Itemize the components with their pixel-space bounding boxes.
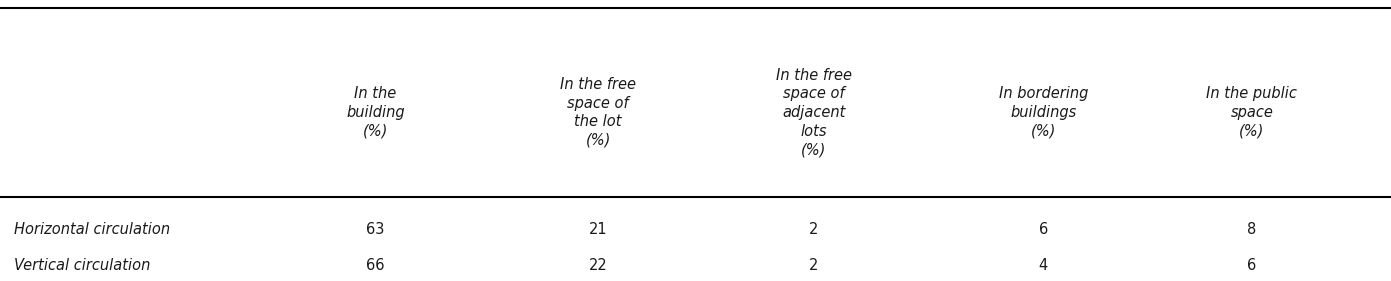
Text: 66: 66: [366, 258, 385, 273]
Text: In the free
space of
adjacent
lots
(%): In the free space of adjacent lots (%): [776, 68, 851, 157]
Text: 2: 2: [810, 258, 818, 273]
Text: In bordering
buildings
(%): In bordering buildings (%): [999, 86, 1088, 139]
Text: In the public
space
(%): In the public space (%): [1206, 86, 1298, 139]
Text: 8: 8: [1248, 221, 1256, 237]
Text: 6: 6: [1039, 221, 1047, 237]
Text: 6: 6: [1248, 258, 1256, 273]
Text: 4: 4: [1039, 258, 1047, 273]
Text: In the
building
(%): In the building (%): [346, 86, 405, 139]
Text: Horizontal circulation: Horizontal circulation: [14, 221, 170, 237]
Text: 2: 2: [810, 221, 818, 237]
Text: 63: 63: [366, 221, 385, 237]
Text: 21: 21: [588, 221, 608, 237]
Text: 22: 22: [588, 258, 608, 273]
Text: In the free
space of
the lot
(%): In the free space of the lot (%): [561, 77, 636, 148]
Text: Vertical circulation: Vertical circulation: [14, 258, 150, 273]
